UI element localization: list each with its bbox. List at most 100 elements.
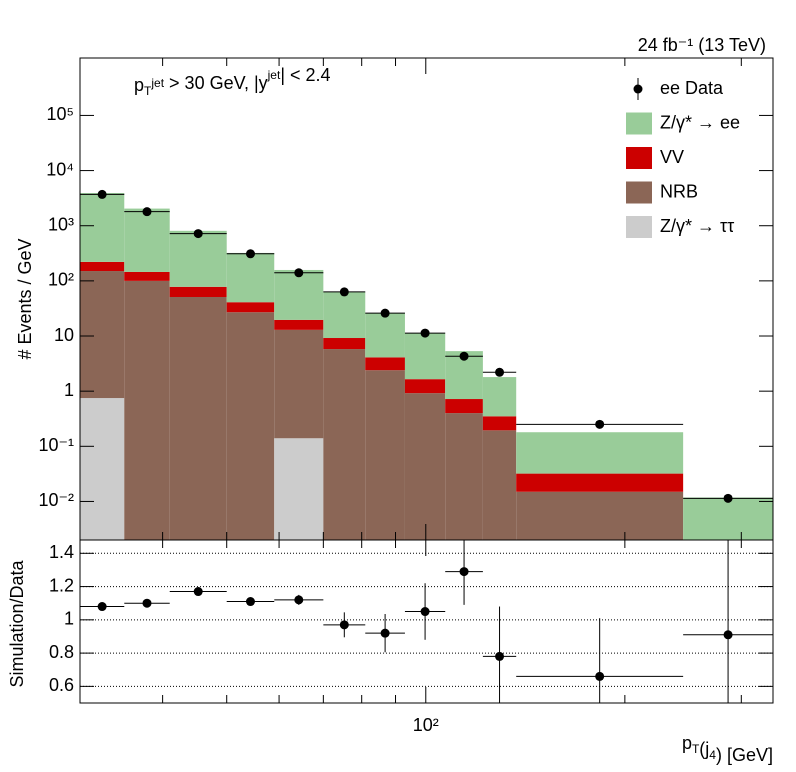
y-tick-label: 1.4 (49, 542, 74, 562)
stack-bar (226, 302, 275, 313)
stack-bar (80, 192, 125, 262)
stack-bar (683, 497, 773, 540)
data-point (595, 419, 605, 429)
y-axis-title: # Events / GeV (15, 238, 35, 359)
ratio-point (420, 607, 430, 617)
data-point (495, 367, 505, 377)
x-axis-title-part: T (692, 742, 700, 756)
y-tick-label: 10⁴ (46, 159, 74, 179)
stack-bar (482, 377, 517, 417)
data-point (459, 351, 469, 361)
stack-bar (323, 349, 366, 540)
x-axis-title-part: p (682, 733, 692, 753)
stack-bar (274, 329, 324, 439)
x-axis-title-part: ) [GeV] (716, 745, 773, 765)
legend-swatch (626, 216, 652, 238)
y-tick-label: 0.8 (49, 642, 74, 662)
legend-label: Z/γ* → ee (660, 112, 740, 132)
selection-label-part: jet (150, 76, 164, 90)
stack-bar (274, 269, 324, 320)
stack-bar (323, 291, 366, 339)
stack-bar (365, 313, 405, 358)
stack-bar (482, 416, 517, 431)
legend-label: VV (660, 147, 684, 167)
ratio-y-axis-title: Simulation/Data (7, 559, 27, 687)
x-tick-label: 10² (413, 715, 439, 735)
stack-bar (404, 379, 446, 394)
stack-bar (516, 432, 684, 474)
x-axis-title-part: 4 (709, 748, 716, 762)
stack-bar (124, 208, 170, 272)
ratio-point (245, 597, 255, 607)
y-tick-label: 1 (64, 380, 74, 400)
stack-bar (226, 252, 275, 303)
ratio-point (723, 630, 733, 640)
stack-bar (404, 333, 446, 380)
ratio-point (495, 651, 505, 661)
ratio-point (459, 567, 469, 577)
ratio-point (97, 602, 107, 612)
legend-label: ee Data (660, 78, 724, 98)
ratio-frame (79, 539, 774, 704)
data-point (142, 207, 152, 217)
ratio-point (595, 671, 605, 681)
luminosity-label: 24 fb⁻¹ (13 TeV) (638, 35, 766, 55)
legend-marker (633, 84, 643, 94)
selection-label-part: jet (267, 68, 281, 82)
stack-bar (124, 271, 170, 281)
selection-label-part: | < 2.4 (280, 65, 330, 85)
data-point (294, 268, 304, 278)
y-tick-label: 0.6 (49, 675, 74, 695)
stack-bar (169, 286, 227, 297)
ratio-plot-area (80, 540, 773, 703)
ratio-point (193, 587, 203, 597)
y-tick-label: 1 (64, 609, 74, 629)
ratio-point (380, 628, 390, 638)
y-tick-label: 10³ (48, 214, 74, 234)
selection-label-part: T (144, 84, 152, 98)
stack-bar (274, 438, 324, 540)
y-tick-label: 10⁻² (38, 490, 74, 510)
legend-label: NRB (660, 181, 698, 201)
stack-bar (516, 473, 684, 492)
stack-bar (80, 261, 125, 272)
data-point (339, 287, 349, 297)
y-tick-label: 1.2 (49, 575, 74, 595)
stack-bar (274, 319, 324, 330)
data-point (193, 229, 203, 239)
data-point (380, 308, 390, 318)
stack-bar (482, 430, 517, 540)
stack-bar (80, 398, 125, 540)
stack-bar (124, 280, 170, 540)
selection-label-part: > 30 GeV, |y (164, 73, 268, 93)
ratio-point (142, 598, 152, 608)
stack-bar (404, 393, 446, 540)
stack-bar (365, 370, 405, 540)
y-tick-label: 10⁻¹ (38, 435, 74, 455)
legend-label: Z/γ* → ττ (660, 216, 734, 236)
stack-bar (365, 357, 405, 371)
stack-bar (226, 312, 275, 540)
ratio-point (294, 595, 304, 605)
y-tick-label: 10⁵ (47, 104, 74, 124)
selection-label: pTjet > 30 GeV, |yjet| < 2.4 (134, 65, 331, 98)
x-axis-title: pT(j4) [GeV] (682, 733, 773, 765)
upper-plot-area (80, 189, 773, 540)
x-axis-title-part: (j (699, 739, 709, 759)
stack-bar (445, 399, 483, 414)
stack-bar (80, 271, 125, 399)
axes: 10⁻² 10⁻¹ 1 10 10² 10³ 10⁴ 10⁵ 10² 0.6 0.8 1 1.2 1.4 (38, 58, 773, 735)
legend-swatch (626, 112, 652, 135)
ratio-point (339, 620, 349, 630)
data-point (97, 189, 107, 199)
stack-bar (445, 413, 483, 540)
legend-swatch (626, 181, 652, 204)
y-tick-label: 10² (48, 270, 74, 290)
legend-swatch (626, 147, 652, 169)
stack-bar (323, 338, 366, 350)
y-tick-label: 10 (54, 325, 74, 345)
stack-bar (169, 296, 227, 540)
data-point (723, 493, 733, 503)
stack-bar (516, 491, 684, 540)
